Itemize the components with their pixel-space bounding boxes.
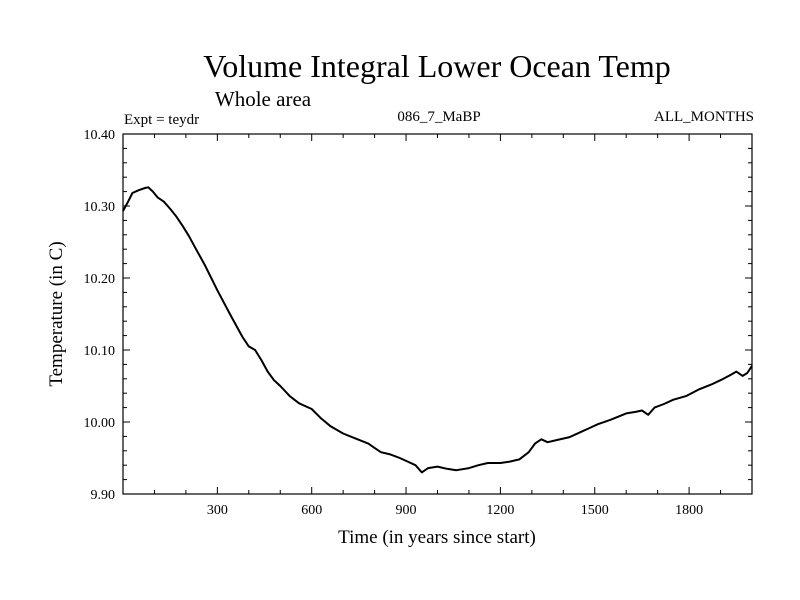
y-tick-label: 9.90 [91,488,116,503]
x-tick-label: 300 [207,503,228,518]
y-tick-label: 10.30 [84,200,116,215]
header-center-label: 086_7_MaBP [397,109,480,125]
header-right-label: ALL_MONTHS [654,109,754,125]
x-axis: 300 600 900 1200 1500 1800 [153,134,722,518]
x-tick-label: 1800 [675,503,703,518]
y-tick-label: 10.00 [84,416,116,431]
chart-subtitle: Whole area [215,87,312,111]
series-line-teydr [122,186,753,474]
y-axis: 9.90 10.00 10.10 10.20 10.30 10.40 [84,128,752,503]
y-tick-label: 10.20 [84,272,116,287]
plot-frame [122,133,753,495]
x-tick-label: 1500 [581,503,609,518]
x-tick-label: 900 [396,503,417,518]
x-tick-label: 600 [301,503,322,518]
series-group [122,186,753,474]
y-axis-label: Temperature (in C) [46,241,67,386]
y-tick-label: 10.40 [84,128,116,143]
chart-title: Volume Integral Lower Ocean Temp [203,48,671,84]
x-tick-label: 1200 [486,503,514,518]
header-left-label: Expt = teydr [124,112,199,128]
x-axis-label: Time (in years since start) [338,527,536,548]
y-tick-label: 10.10 [84,344,116,359]
